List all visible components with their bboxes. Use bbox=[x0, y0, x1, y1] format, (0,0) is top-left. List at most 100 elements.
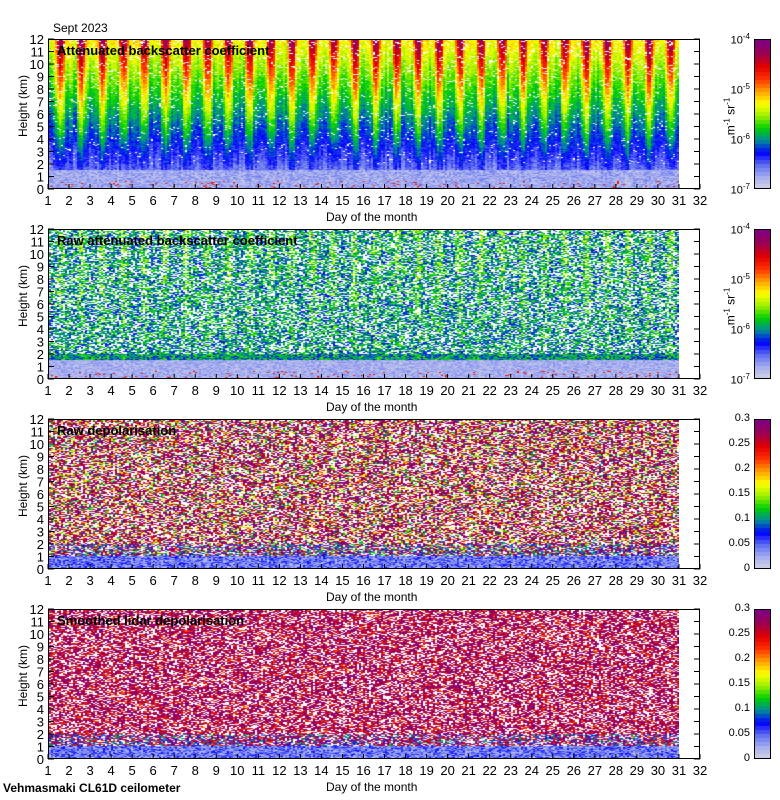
x-tick-label: 18 bbox=[398, 193, 412, 208]
y-tick-label: 0 bbox=[37, 372, 44, 387]
colorbar-unit-label: m-1 sr-1 bbox=[723, 277, 738, 337]
x-tick-label: 18 bbox=[398, 763, 412, 778]
y-tick-label: 10 bbox=[30, 247, 44, 262]
y-tick-label: 8 bbox=[37, 272, 44, 287]
y-tick-label: 11 bbox=[31, 615, 45, 630]
y-tick-label: 1 bbox=[37, 170, 44, 185]
y-tick-label: 1 bbox=[37, 360, 44, 375]
tick-base: 10 bbox=[730, 84, 743, 97]
y-tick-label: 5 bbox=[37, 310, 44, 325]
y-tick-label: 4 bbox=[37, 322, 44, 337]
colorbar bbox=[754, 609, 771, 759]
y-axis-label: Height (km) bbox=[16, 455, 30, 518]
tick-base: 10 bbox=[730, 184, 743, 197]
panel-title: Raw attenuated backscatter coefficient bbox=[57, 233, 298, 248]
tick-exponent: -4 bbox=[742, 222, 750, 231]
y-tick-label: 6 bbox=[37, 677, 44, 692]
colorbar-tick-label: 10-4 bbox=[710, 32, 750, 47]
colorbar-tick-label: 0 bbox=[743, 752, 750, 764]
y-tick-label: 12 bbox=[30, 412, 44, 427]
tick-exponent: -7 bbox=[742, 182, 750, 191]
y-tick-label: 4 bbox=[37, 132, 44, 147]
y-tick-label: 8 bbox=[37, 82, 44, 97]
x-tick-label: 5 bbox=[129, 763, 136, 778]
x-axis-label: Day of the month bbox=[326, 400, 418, 414]
x-tick-label: 32 bbox=[693, 383, 707, 398]
x-tick-label: 12 bbox=[272, 383, 286, 398]
x-tick-label: 21 bbox=[461, 573, 475, 588]
x-tick-label: 14 bbox=[314, 573, 328, 588]
x-tick-label: 1 bbox=[44, 383, 51, 398]
x-tick-label: 22 bbox=[482, 573, 496, 588]
y-tick-label: 11 bbox=[31, 235, 45, 250]
x-tick-label: 11 bbox=[252, 763, 266, 778]
x-tick-label: 2 bbox=[65, 573, 72, 588]
x-tick-label: 23 bbox=[503, 763, 517, 778]
x-tick-label: 13 bbox=[293, 193, 307, 208]
x-tick-label: 2 bbox=[65, 193, 72, 208]
x-tick-label: 31 bbox=[672, 763, 686, 778]
unit-part: -1 bbox=[722, 97, 732, 105]
x-tick-label: 25 bbox=[546, 573, 560, 588]
x-tick-label: 2 bbox=[65, 763, 72, 778]
x-tick-label: 15 bbox=[335, 763, 349, 778]
y-tick-label: 1 bbox=[37, 550, 44, 565]
x-tick-label: 12 bbox=[272, 763, 286, 778]
heatmap-backscatter bbox=[49, 40, 679, 188]
unit-part: m bbox=[723, 315, 738, 326]
x-tick-label: 20 bbox=[440, 383, 454, 398]
x-tick-label: 27 bbox=[588, 573, 602, 588]
colorbar bbox=[754, 419, 771, 569]
x-tick-label: 19 bbox=[419, 193, 433, 208]
unit-part: sr bbox=[723, 104, 738, 119]
tick-exponent: -5 bbox=[742, 272, 750, 281]
colorbar-tick-label: 0.1 bbox=[734, 512, 750, 524]
x-tick-label: 14 bbox=[314, 383, 328, 398]
x-tick-label: 10 bbox=[230, 193, 244, 208]
tick-base: 10 bbox=[730, 274, 743, 287]
x-tick-label: 27 bbox=[588, 193, 602, 208]
tick-base: 10 bbox=[730, 324, 743, 337]
x-tick-label: 12 bbox=[272, 193, 286, 208]
x-tick-label: 5 bbox=[129, 383, 136, 398]
x-tick-label: 1 bbox=[44, 763, 51, 778]
x-tick-label: 5 bbox=[129, 573, 136, 588]
x-tick-label: 30 bbox=[651, 763, 665, 778]
y-tick-label: 3 bbox=[37, 715, 44, 730]
x-axis-label: Day of the month bbox=[326, 210, 418, 224]
x-axis-label: Day of the month bbox=[326, 590, 418, 604]
colorbar bbox=[754, 39, 771, 189]
tick-base: 10 bbox=[730, 224, 743, 237]
x-tick-label: 30 bbox=[651, 573, 665, 588]
y-tick-label: 11 bbox=[31, 425, 45, 440]
x-tick-label: 10 bbox=[230, 383, 244, 398]
y-tick-label: 5 bbox=[37, 500, 44, 515]
heatmap-raw_backscatter bbox=[49, 230, 679, 378]
x-tick-label: 30 bbox=[651, 383, 665, 398]
x-tick-label: 28 bbox=[609, 193, 623, 208]
y-tick-label: 9 bbox=[37, 640, 44, 655]
x-tick-label: 26 bbox=[567, 573, 581, 588]
panel-title: Raw depolarisation bbox=[57, 423, 177, 438]
colorbar-tick-label: 0.25 bbox=[728, 437, 750, 449]
x-tick-label: 26 bbox=[567, 383, 581, 398]
x-tick-label: 2 bbox=[65, 383, 72, 398]
x-tick-label: 28 bbox=[609, 763, 623, 778]
heatmap-smooth_depol bbox=[49, 610, 679, 758]
x-tick-label: 32 bbox=[693, 193, 707, 208]
x-tick-label: 31 bbox=[672, 383, 686, 398]
y-tick-label: 12 bbox=[30, 602, 44, 617]
chart-panel-1: 0 1 2 3 4 5 6 7 8 9 10 11 12 1 2 3 4 5 6 7 8 9 10 11 12 13 14 15 16 1… bbox=[0, 32, 780, 229]
x-tick-label: 4 bbox=[107, 383, 114, 398]
x-tick-label: 7 bbox=[171, 193, 178, 208]
x-tick-label: 31 bbox=[672, 193, 686, 208]
y-tick-label: 4 bbox=[37, 702, 44, 717]
colorbar-tick-label: 0.1 bbox=[734, 702, 750, 714]
heatmap-raw_depol bbox=[49, 420, 679, 568]
tick-base: 10 bbox=[730, 374, 743, 387]
y-tick-label: 8 bbox=[37, 462, 44, 477]
y-tick-label: 12 bbox=[30, 32, 44, 47]
y-tick-label: 6 bbox=[37, 297, 44, 312]
panel-title: Smoothed lidar depolarisation bbox=[57, 613, 245, 628]
